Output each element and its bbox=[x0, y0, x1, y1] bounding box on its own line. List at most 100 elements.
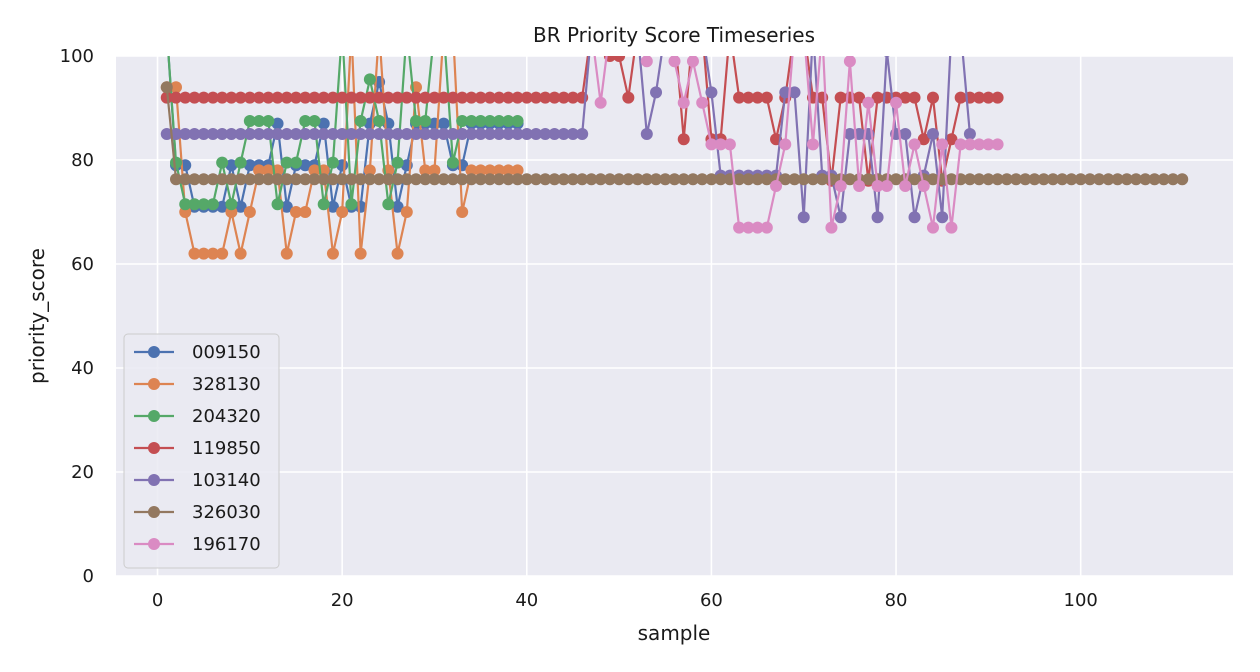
data-point bbox=[760, 221, 773, 234]
data-point bbox=[437, 91, 450, 104]
data-point bbox=[400, 206, 413, 218]
data-point bbox=[493, 115, 506, 127]
data-point bbox=[853, 180, 866, 192]
data-point bbox=[382, 198, 395, 211]
data-point bbox=[373, 128, 386, 140]
data-point bbox=[834, 91, 847, 104]
data-point bbox=[363, 91, 376, 104]
data-point bbox=[345, 198, 358, 211]
data-point bbox=[603, 173, 616, 186]
legend-label: 328130 bbox=[192, 374, 261, 395]
data-point bbox=[539, 91, 552, 104]
data-point bbox=[216, 247, 229, 260]
legend-label: 009150 bbox=[192, 342, 261, 363]
x-axis-label: sample bbox=[638, 621, 711, 645]
legend-label: 326030 bbox=[192, 502, 261, 523]
data-point bbox=[917, 180, 930, 192]
data-point bbox=[271, 198, 284, 211]
data-point bbox=[1130, 173, 1143, 186]
data-point bbox=[483, 173, 496, 186]
data-point bbox=[973, 91, 986, 104]
data-point bbox=[733, 173, 746, 186]
data-point bbox=[1074, 173, 1087, 186]
data-point bbox=[419, 164, 432, 177]
legend-item: 009150 bbox=[134, 342, 261, 363]
data-point bbox=[908, 91, 921, 104]
data-point bbox=[391, 200, 404, 213]
data-point bbox=[225, 128, 238, 140]
data-point bbox=[382, 91, 395, 104]
x-tick-label: 20 bbox=[331, 590, 354, 611]
data-point bbox=[760, 91, 773, 104]
data-point bbox=[456, 91, 469, 104]
data-point bbox=[446, 128, 459, 140]
data-point bbox=[188, 173, 201, 186]
data-point bbox=[474, 128, 487, 140]
data-point bbox=[363, 173, 376, 186]
data-point bbox=[788, 173, 801, 186]
data-point bbox=[539, 173, 552, 186]
data-point bbox=[548, 173, 561, 186]
data-point bbox=[170, 173, 183, 186]
data-point bbox=[428, 173, 441, 186]
data-point bbox=[243, 91, 256, 104]
data-point bbox=[317, 198, 330, 211]
data-point bbox=[1157, 173, 1170, 186]
data-point bbox=[539, 128, 552, 140]
data-point bbox=[280, 128, 293, 140]
data-point bbox=[677, 96, 690, 109]
data-point bbox=[751, 221, 764, 234]
data-point bbox=[576, 173, 589, 186]
data-point bbox=[945, 173, 958, 186]
data-point bbox=[991, 91, 1004, 104]
data-point bbox=[899, 128, 912, 140]
data-point bbox=[474, 115, 487, 127]
data-point bbox=[511, 164, 524, 177]
data-point bbox=[262, 115, 275, 127]
data-point bbox=[308, 128, 321, 140]
data-point bbox=[179, 198, 192, 211]
data-point bbox=[271, 173, 284, 186]
data-point bbox=[243, 159, 256, 172]
data-point bbox=[170, 156, 183, 169]
data-point bbox=[880, 180, 893, 192]
data-point bbox=[483, 91, 496, 104]
data-point bbox=[566, 173, 579, 186]
data-point bbox=[456, 173, 469, 186]
data-point bbox=[363, 73, 376, 86]
data-point bbox=[973, 138, 986, 151]
data-point bbox=[797, 173, 810, 186]
data-point bbox=[954, 138, 967, 151]
data-point bbox=[188, 91, 201, 104]
legend-item: 326030 bbox=[134, 502, 261, 523]
x-tick-label: 0 bbox=[152, 590, 163, 611]
data-point bbox=[991, 173, 1004, 186]
data-point bbox=[566, 128, 579, 140]
data-point bbox=[926, 173, 939, 186]
data-point bbox=[299, 206, 312, 218]
data-point bbox=[871, 91, 884, 104]
legend-label: 204320 bbox=[192, 406, 261, 427]
data-point bbox=[982, 91, 995, 104]
x-tick-label: 60 bbox=[700, 590, 723, 611]
data-point bbox=[299, 173, 312, 186]
data-point bbox=[308, 173, 321, 186]
data-point bbox=[197, 128, 210, 140]
data-point bbox=[253, 164, 266, 177]
data-point bbox=[253, 173, 266, 186]
data-point bbox=[400, 128, 413, 140]
data-point bbox=[963, 128, 976, 140]
data-point bbox=[797, 211, 810, 224]
data-point bbox=[659, 173, 672, 186]
data-point bbox=[243, 206, 256, 218]
data-point bbox=[483, 128, 496, 140]
legend-marker bbox=[148, 378, 160, 390]
data-point bbox=[280, 173, 293, 186]
data-point bbox=[179, 173, 192, 186]
data-point bbox=[456, 206, 469, 218]
plot-area bbox=[116, 56, 1233, 576]
data-point bbox=[317, 173, 330, 186]
data-point bbox=[179, 91, 192, 104]
data-point bbox=[926, 91, 939, 104]
data-point bbox=[1139, 173, 1152, 186]
